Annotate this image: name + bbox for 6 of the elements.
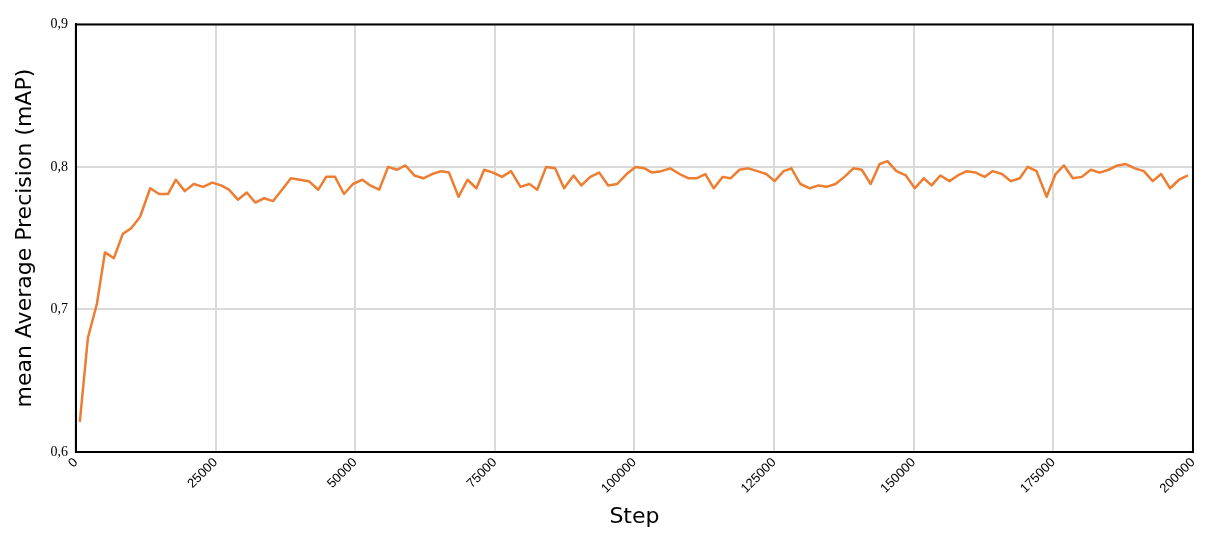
y-tick-label: 0,8 xyxy=(50,158,68,174)
y-tick-label: 0,6 xyxy=(50,443,68,459)
y-tick-label: 0,9 xyxy=(50,16,68,32)
y-tick-label: 0,7 xyxy=(50,301,68,317)
x-axis-title: Step xyxy=(609,502,660,528)
y-axis-title: mean Average Precision (mAP) xyxy=(10,68,36,408)
